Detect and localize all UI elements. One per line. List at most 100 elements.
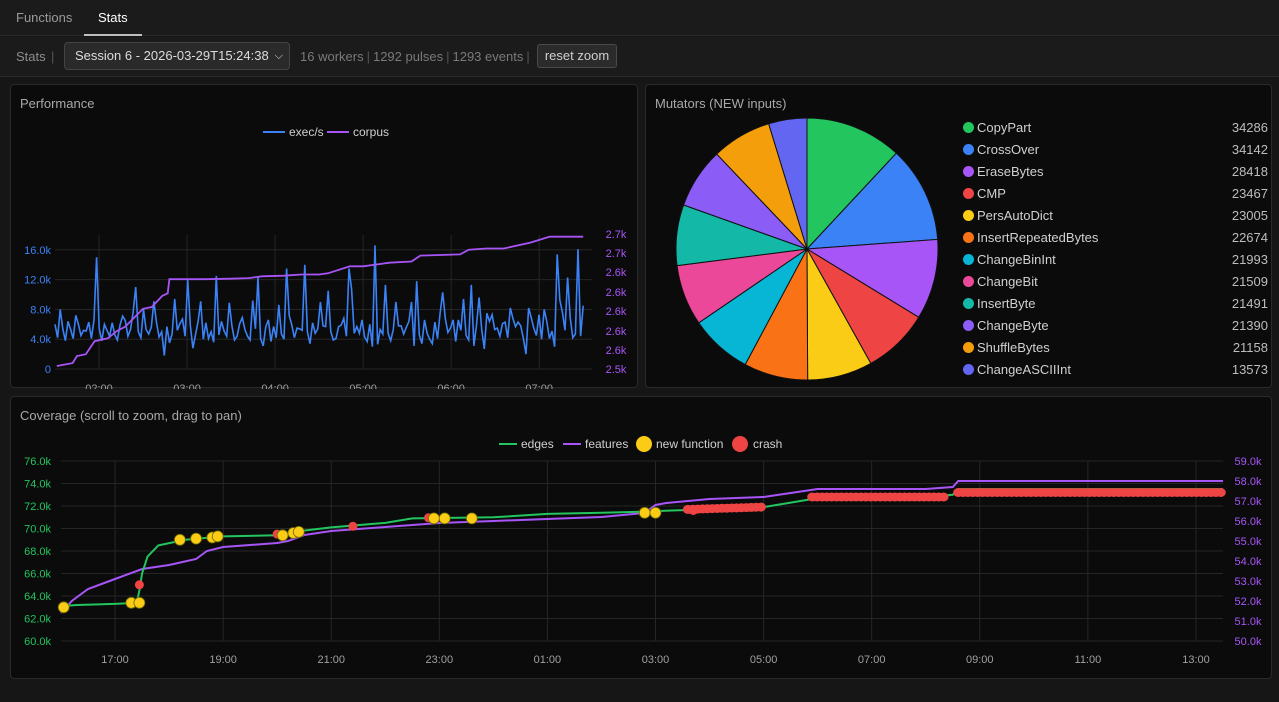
legend-item[interactable]: EraseBytes 28418 [963,161,1268,183]
cov-x-tick: 23:00 [426,654,454,666]
reset-zoom-button[interactable]: reset zoom [537,44,617,68]
exec-series-line [54,245,584,356]
pulses-count: 1292 pulses [372,49,444,64]
legend-color-dot [963,210,974,221]
crash-marker [938,492,949,502]
legend-color-dot [963,232,974,243]
coverage-panel: Coverage (scroll to zoom, drag to pan) 6… [10,396,1272,679]
legend-item[interactable]: PersAutoDict 23005 [963,205,1268,227]
legend-item[interactable]: ChangeBinInt 21993 [963,249,1268,271]
tab-stats[interactable]: Stats [84,0,142,36]
legend-value: 21491 [1231,296,1268,311]
legend-item[interactable]: CMP 23467 [963,183,1268,205]
perf-y-right-tick: 2.6k [606,267,627,279]
legend-item[interactable]: CopyPart 34286 [963,117,1268,139]
legend-label: PersAutoDict [977,208,1053,223]
perf-y-right-tick: 2.7k [606,229,627,241]
perf-y-right-tick: 2.7k [606,248,627,260]
new-function-marker [638,506,651,519]
coverage-chart[interactable]: 60.0k 62.0k 64.0k 66.0k 68.0k 70.0k 72.0k 74.0k… [11,397,1273,680]
mutators-pie-chart[interactable] [646,85,946,389]
chevron-down-icon: ⌵ [274,50,283,62]
legend-color-dot [963,144,974,155]
pie-slice-changeasciiint [768,117,808,250]
cov-y-left-tick: 76.0k [24,456,51,468]
pie-slice-copypart [806,117,898,251]
cov-x-tick: 03:00 [642,654,670,666]
crash-marker [348,521,358,531]
legend-item[interactable]: InsertByte 21491 [963,293,1268,315]
crash-marker [134,580,144,590]
legend-item[interactable]: ChangeASCIIInt 13573 [963,359,1268,381]
cov-y-right-tick: 59.0k [1235,456,1262,468]
cov-y-left-tick: 74.0k [24,479,51,491]
cov-y-right-tick: 57.0k [1235,496,1262,508]
legend-color-dot [963,364,974,375]
legend-color-dot [963,342,974,353]
legend-label: ShuffleBytes [977,340,1050,355]
cov-x-tick: 05:00 [750,654,778,666]
legend-value: 34286 [1231,120,1268,135]
legend-value: 21993 [1231,252,1268,267]
session-select-value: Session 6 - 2026-03-29T15:24:38 [75,48,269,63]
pie-slice-crossover [805,152,939,250]
new-function-marker [211,530,224,543]
stats-toolbar: Stats | Session 6 - 2026-03-29T15:24:38 … [0,37,1279,77]
legend-features-label: features [585,437,628,451]
legend-value: 13573 [1231,362,1268,377]
legend-label: CMP [977,186,1006,201]
perf-y-left-tick: 8.0k [30,304,51,316]
perf-y-left-tick: 0 [45,364,51,376]
legend-item[interactable]: CrossOver 34142 [963,139,1268,161]
legend-label: CrossOver [977,142,1040,157]
top-tab-bar: Functions Stats [0,0,1279,36]
legend-value: 28418 [1231,164,1268,179]
tab-functions[interactable]: Functions [16,10,73,25]
new-function-marker [133,596,146,609]
legend-value: 21390 [1231,318,1268,333]
legend-item[interactable]: ChangeBit 21509 [963,271,1268,293]
perf-x-tick: 04:00 [261,383,289,389]
cov-x-tick: 17:00 [101,654,129,666]
cov-y-left-tick: 60.0k [24,636,51,648]
coverage-title: Coverage (scroll to zoom, drag to pan) [20,408,242,423]
toolbar-label: Stats [16,49,46,64]
cov-x-tick: 13:00 [1182,654,1210,666]
legend-label: ChangeByte [977,318,1049,333]
mutators-panel: Mutators (NEW inputs) CopyPart 34286 Cross… [645,84,1272,388]
mutators-title: Mutators (NEW inputs) [655,96,787,111]
cov-y-left-tick: 72.0k [24,501,51,513]
perf-x-tick: 03:00 [173,383,201,389]
legend-item[interactable]: ShuffleBytes 21158 [963,337,1268,359]
perf-x-tick: 02:00 [85,383,113,389]
session-stats: 16 workers | 1292 pulses | 1293 events | [300,49,533,64]
workers-count: 16 workers [300,49,364,64]
perf-y-right-tick: 2.6k [606,306,627,318]
new-function-marker [292,525,305,538]
stats-separator: | [446,49,450,64]
legend-edges-label: edges [521,437,554,451]
cov-y-left-tick: 64.0k [24,591,51,603]
legend-new-function-swatch [636,436,652,452]
legend-item[interactable]: ChangeByte 21390 [963,315,1268,337]
legend-color-dot [963,122,974,133]
new-function-marker [276,529,289,542]
session-select[interactable]: Session 6 - 2026-03-29T15:24:38 ⌵ [64,42,290,70]
legend-item[interactable]: InsertRepeatedBytes 22674 [963,227,1268,249]
legend-label: ChangeASCIIInt [977,362,1071,377]
legend-value: 21509 [1231,274,1268,289]
perf-y-right-tick: 2.6k [606,326,627,338]
legend-value: 23005 [1231,208,1268,223]
cov-y-left-tick: 62.0k [24,614,51,626]
new-function-marker [190,532,203,545]
performance-chart[interactable]: 0 4.0k 8.0k 12.0k 16.0k 02:00 03:00 04:00 05:00 0… [11,85,639,389]
cov-y-right-tick: 54.0k [1235,556,1262,568]
perf-x-tick: 06:00 [437,383,465,389]
cov-y-right-tick: 58.0k [1235,476,1262,488]
cov-x-tick: 09:00 [966,654,994,666]
pie-slice-erasebytes [805,238,939,319]
perf-y-left-tick: 4.0k [30,334,51,346]
cov-x-tick: 11:00 [1075,654,1102,666]
edges-series-line [60,488,1223,608]
legend-label: InsertRepeatedBytes [977,230,1099,245]
